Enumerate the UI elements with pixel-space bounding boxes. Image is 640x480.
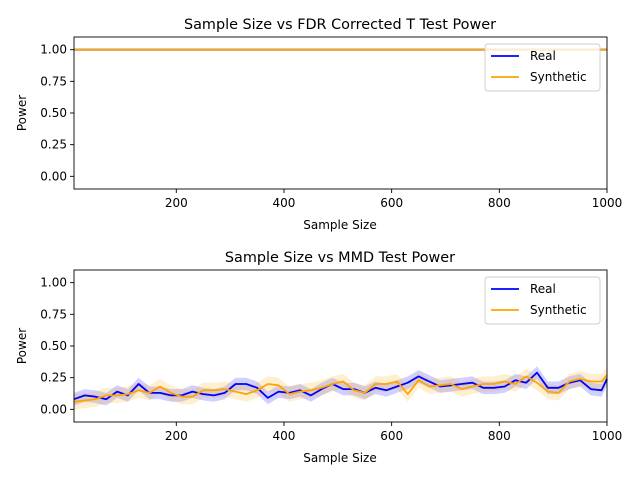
y-tick-label: 0.75 xyxy=(40,307,67,321)
x-tick-label: 1000 xyxy=(592,196,623,210)
y-tick-label: 0.50 xyxy=(40,339,67,353)
x-tick-label: 400 xyxy=(273,429,296,443)
y-tick-label: 1.00 xyxy=(40,276,67,290)
x-axis-label: Sample Size xyxy=(303,218,376,232)
legend-synthetic-label: Synthetic xyxy=(530,70,587,84)
y-tick-label: 0.25 xyxy=(40,138,67,152)
x-tick-label: 200 xyxy=(165,429,188,443)
confidence-band-real xyxy=(74,366,607,406)
y-tick-label: 0.00 xyxy=(40,169,67,183)
x-tick-label: 800 xyxy=(488,429,511,443)
series-line-real xyxy=(73,371,608,401)
y-tick-label: 0.00 xyxy=(40,402,67,416)
y-axis-label: Power xyxy=(15,328,29,364)
x-tick-label: 200 xyxy=(165,196,188,210)
chart-panel-fdr-t-test: Sample Size vs FDR Corrected T Test Powe… xyxy=(15,17,622,232)
y-tick-label: 0.50 xyxy=(40,106,67,120)
x-tick-label: 600 xyxy=(380,196,403,210)
legend-synthetic-label: Synthetic xyxy=(530,303,587,317)
y-tick-label: 0.75 xyxy=(40,74,67,88)
x-tick-label: 400 xyxy=(273,196,296,210)
chart-title: Sample Size vs FDR Corrected T Test Powe… xyxy=(184,17,496,33)
x-axis-label: Sample Size xyxy=(303,451,376,465)
y-tick-label: 1.00 xyxy=(40,43,67,57)
x-tick-label: 600 xyxy=(380,429,403,443)
x-tick-label: 800 xyxy=(488,196,511,210)
chart-panel-mmd-test: Sample Size vs MMD Test Power 0.00 0.25 0.… xyxy=(15,250,622,465)
chart-title: Sample Size vs MMD Test Power xyxy=(225,250,455,266)
legend: Real Synthetic xyxy=(484,276,601,325)
series-line-synthetic xyxy=(73,374,608,403)
y-tick-label: 0.25 xyxy=(40,371,67,385)
legend-real-label: Real xyxy=(530,49,556,63)
legend-real-label: Real xyxy=(530,282,556,296)
y-axis-label: Power xyxy=(15,95,29,131)
legend: Real Synthetic xyxy=(484,43,601,92)
x-tick-label: 1000 xyxy=(592,429,623,443)
